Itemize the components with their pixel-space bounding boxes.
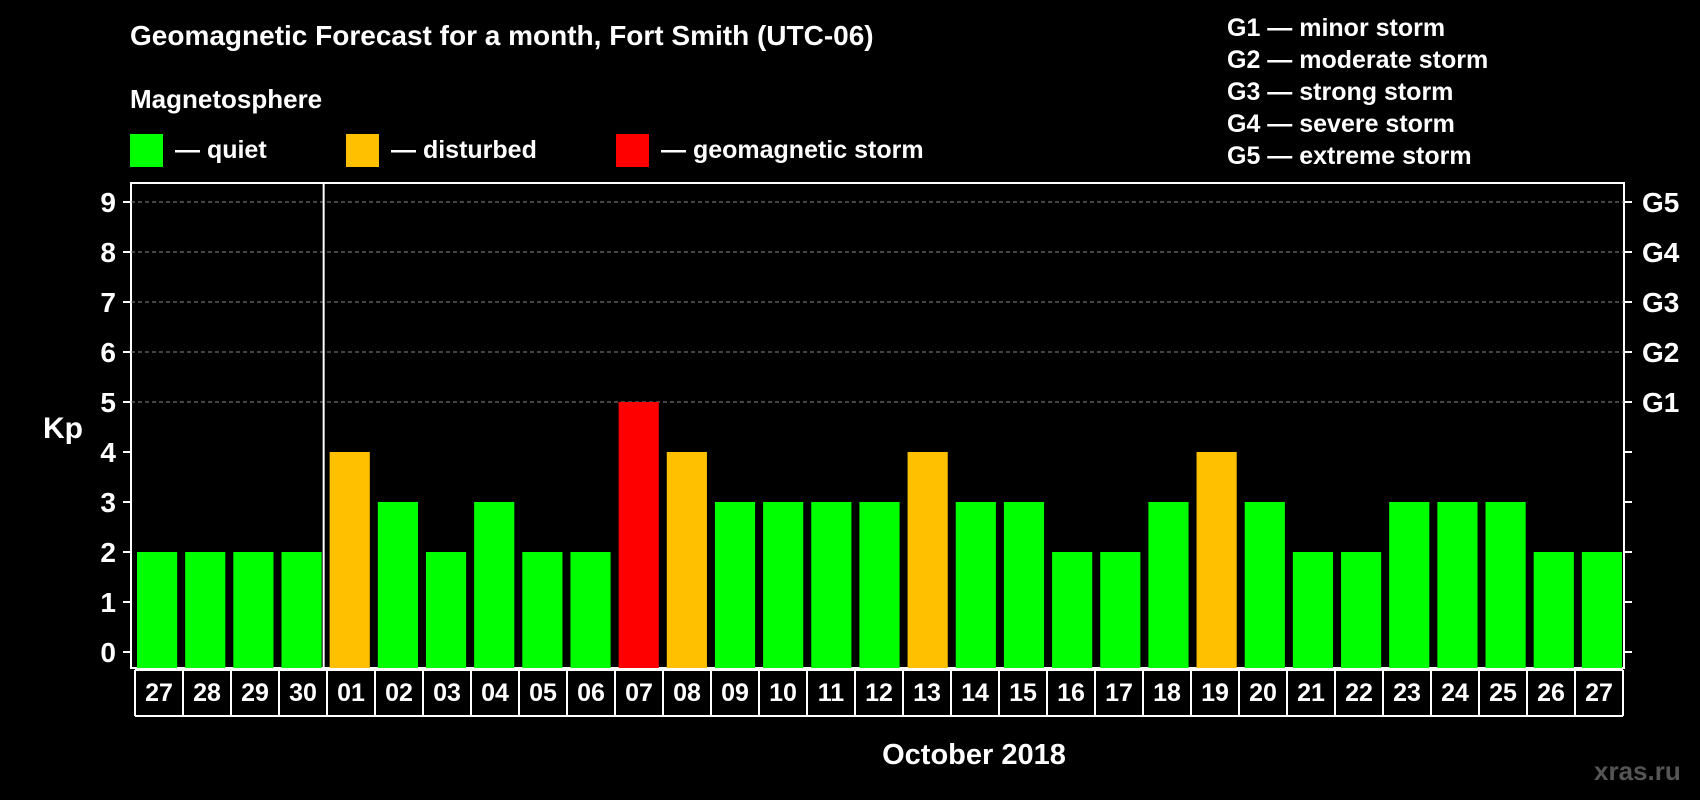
x-tick-label: 24 [1441,679,1469,707]
legend-label-quiet: — quiet [175,135,267,164]
bar-12 [859,502,900,668]
y-tick-label: 1 [100,587,116,618]
bar-05 [522,552,563,668]
disturbed-swatch [346,133,379,167]
bar-25 [1485,502,1526,668]
bar-17 [1100,552,1141,668]
bar-15 [1003,502,1045,668]
y-tick-label: 7 [100,287,116,318]
g1-legend: G1 — minor storm [1227,14,1446,42]
bar-22 [1341,552,1382,668]
bar-04 [474,502,515,668]
x-tick-label: 05 [529,679,557,707]
y-tick-label: 9 [100,187,116,218]
bar-29 [233,552,274,668]
x-tick-label: 01 [337,679,365,707]
chart-title: Geomagnetic Forecast for a month, Fort S… [130,20,874,51]
g-tick-label: G2 [1642,337,1679,368]
bar-28 [185,552,226,668]
bar-20 [1244,502,1285,668]
g3-legend: G3 — strong storm [1227,78,1454,106]
y-tick-label: 2 [100,537,116,568]
bar-13 [907,452,948,668]
bar-01 [329,452,370,668]
x-tick-label: 12 [865,679,893,707]
bar-07 [618,402,659,668]
bar-27 [1581,552,1622,668]
x-tick-label: 16 [1057,679,1085,707]
g5-legend: G5 — extreme storm [1227,142,1472,170]
g-tick-label: G4 [1642,237,1680,268]
g4-legend: G4 — severe storm [1227,110,1455,138]
legend-item-storm: — geomagnetic storm [616,133,924,167]
bar-10 [763,502,804,668]
g-tick-label: G3 [1642,287,1679,318]
x-tick-label: 23 [1393,679,1421,707]
x-tick-label: 28 [193,679,221,707]
g-scale-legend: G1 — minor storm G2 — moderate storm G3 … [1227,12,1488,172]
bar-06 [570,552,611,668]
bar-14 [955,502,996,668]
x-axis-label: October 2018 [882,739,1066,771]
x-tick-label: 02 [385,679,413,707]
bar-26 [1533,552,1574,668]
storm-swatch [616,133,649,167]
bar-19 [1196,452,1237,668]
bar-11 [811,502,852,668]
legend-item-disturbed: — disturbed [346,133,537,167]
legend-heading: Magnetosphere [130,84,323,114]
x-tick-label: 22 [1345,679,1373,707]
x-tick-label: 21 [1297,679,1325,707]
legend-label-disturbed: — disturbed [391,135,537,164]
x-tick-label: 10 [769,679,797,707]
y-tick-label: 0 [100,637,116,668]
bar-30 [281,552,322,668]
bar-27 [137,552,178,668]
watermark: xras.ru [1594,756,1681,786]
g-tick-label: G5 [1642,187,1679,218]
bar-16 [1052,552,1093,668]
x-tick-label: 18 [1153,679,1181,707]
bar-09 [714,502,756,668]
x-tick-label: 25 [1489,679,1517,707]
g-tick-label: G1 [1642,387,1679,418]
x-tick-label: 30 [289,679,317,707]
x-tick-label: 11 [818,679,845,707]
y-tick-label: 3 [100,487,116,518]
x-tick-label: 29 [241,679,269,707]
y-tick-label: 6 [100,337,116,368]
x-tick-label: 09 [721,679,749,707]
y-tick-label: 5 [100,387,116,418]
bar-02 [377,502,418,668]
quiet-swatch [130,133,163,167]
y-axis-label: Kp [43,412,83,445]
x-tick-label: 14 [961,679,989,707]
x-tick-label: 26 [1537,679,1565,707]
legend-label-storm: — geomagnetic storm [661,135,924,164]
x-tick-label: 03 [433,679,461,707]
bar-08 [666,452,707,668]
bar-18 [1148,502,1189,668]
x-tick-label: 07 [625,679,653,707]
y-tick-label: 8 [100,237,116,268]
x-tick-label: 13 [913,679,941,707]
x-tick-label: 27 [145,679,173,707]
legend-item-quiet: — quiet [130,133,267,167]
bar-24 [1437,502,1478,668]
x-tick-label: 15 [1009,679,1037,707]
x-tick-label: 17 [1105,679,1133,707]
bar-21 [1292,552,1334,668]
x-tick-label: 04 [481,679,509,707]
bar-23 [1389,502,1430,668]
y-tick-label: 4 [100,437,116,468]
x-tick-label: 06 [577,679,605,707]
x-tick-label: 19 [1201,679,1229,707]
bar-03 [425,552,467,668]
g2-legend: G2 — moderate storm [1227,46,1489,74]
x-tick-label: 20 [1249,679,1277,707]
x-tick-label: 08 [673,679,701,707]
x-tick-label: 27 [1585,679,1613,707]
